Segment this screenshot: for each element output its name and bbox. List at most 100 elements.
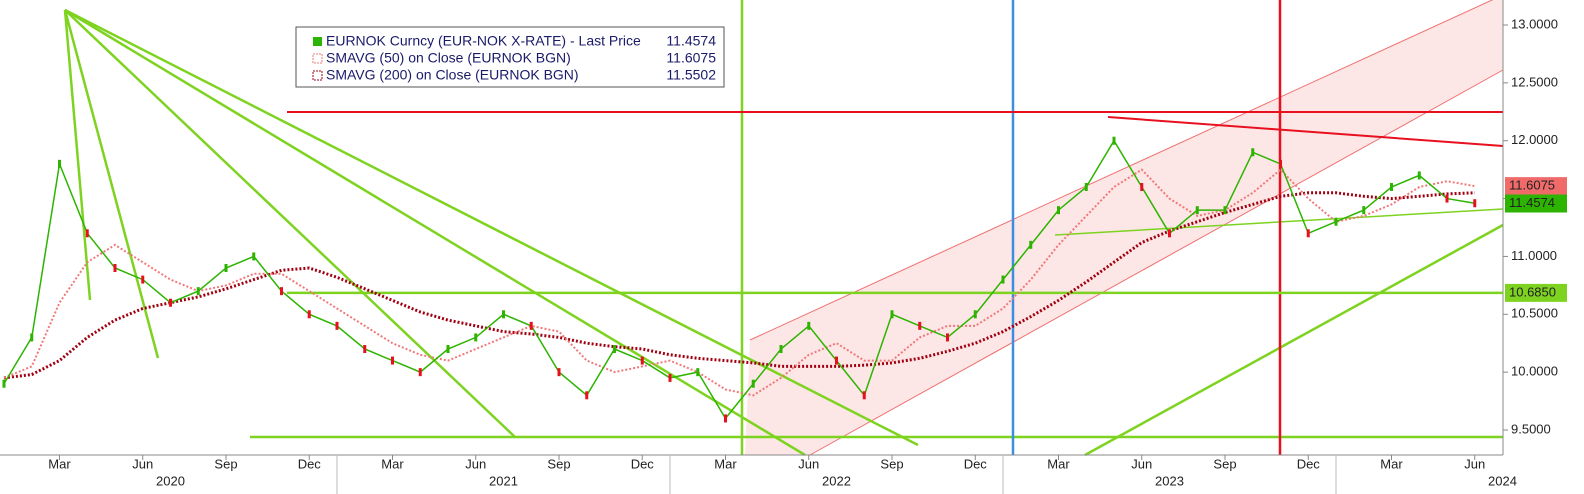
- candle: [307, 310, 311, 319]
- candle: [169, 298, 172, 307]
- candle: [474, 333, 478, 342]
- candle: [1140, 182, 1144, 191]
- x-tick-label: Mar: [1380, 456, 1403, 471]
- candle: [640, 356, 644, 365]
- trend-line: [64, 8, 806, 457]
- candle: [30, 333, 34, 342]
- y-tick-label: 13.0000: [1511, 16, 1558, 31]
- candle: [1445, 194, 1449, 203]
- candle: [85, 229, 89, 238]
- candle: [1029, 240, 1033, 249]
- moving-average-line: [3, 191, 1475, 380]
- candle: [1306, 229, 1310, 238]
- legend-value: 11.4574: [666, 33, 716, 49]
- y-tick-label: 12.0000: [1511, 132, 1558, 147]
- candle: [141, 275, 145, 284]
- x-tick-label: Jun: [1464, 456, 1485, 471]
- candle: [1001, 275, 1005, 284]
- annotations: [63, 0, 1504, 457]
- trend-line: [1084, 223, 1504, 457]
- candle: [946, 333, 949, 342]
- candle: [1473, 199, 1477, 208]
- year-label: 2021: [489, 473, 518, 488]
- candle: [779, 345, 783, 354]
- candle: [280, 287, 283, 296]
- legend: EURNOK Curncy (EUR-NOK X-RATE) - Last Pr…: [295, 26, 725, 88]
- x-tick-label: Sep: [214, 456, 237, 471]
- candle: [446, 345, 450, 354]
- candle: [1112, 136, 1116, 145]
- x-tick-label: Jun: [1131, 456, 1152, 471]
- x-tick-label: Dec: [964, 456, 988, 471]
- legend-box: [295, 26, 725, 88]
- x-tick-label: Jun: [132, 456, 153, 471]
- year-label: 2022: [822, 473, 851, 488]
- candle: [418, 368, 422, 377]
- x-tick-label: Mar: [714, 456, 737, 471]
- candle: [1195, 206, 1199, 215]
- candle: [1223, 206, 1227, 215]
- candle: [807, 321, 811, 330]
- candle: [363, 345, 367, 354]
- candle: [1279, 159, 1282, 168]
- legend-label: EURNOK Curncy (EUR-NOK X-RATE) - Last Pr…: [326, 33, 641, 49]
- candle: [557, 368, 561, 377]
- candle: [1084, 182, 1088, 191]
- y-tick-label: 12.5000: [1511, 74, 1558, 89]
- candle: [696, 368, 700, 377]
- x-tick-label: Sep: [1213, 456, 1236, 471]
- y-tick-label: 9.5000: [1511, 421, 1551, 436]
- x-tick-label: Jun: [465, 456, 486, 471]
- candle: [1362, 206, 1366, 215]
- x-tick-label: Sep: [547, 456, 570, 471]
- x-tick-label: Mar: [48, 456, 71, 471]
- legend-swatch: [312, 70, 323, 81]
- legend-label: SMAVG (50) on Close (EURNOK BGN): [326, 50, 571, 66]
- channel-line: [749, 0, 1494, 341]
- x-tick-label: Jun: [798, 456, 819, 471]
- x-tick-label: Mar: [381, 456, 404, 471]
- candle: [58, 159, 61, 168]
- level-label: 10.6850: [1509, 284, 1556, 299]
- last-value-tag: [1505, 194, 1567, 213]
- trend-line: [64, 8, 919, 447]
- year-label: 2023: [1155, 473, 1184, 488]
- candle: [391, 356, 394, 365]
- last-value-tag: [1505, 177, 1567, 196]
- x-tick-label: Dec: [298, 456, 322, 471]
- candle: [751, 379, 755, 388]
- candle: [502, 310, 505, 319]
- price-line: [3, 139, 1475, 420]
- legend-swatch: [313, 37, 322, 46]
- candle: [835, 356, 838, 365]
- candle: [252, 252, 256, 261]
- candle: [1251, 148, 1255, 157]
- candle: [613, 345, 616, 354]
- year-label: 2020: [156, 473, 185, 488]
- legend-swatch: [312, 53, 323, 64]
- y-tick-label: 10.0000: [1511, 364, 1558, 379]
- y-tick-label: 10.5000: [1511, 306, 1558, 321]
- channel-line: [809, 69, 1504, 456]
- x-tick-label: Sep: [880, 456, 903, 471]
- candle: [585, 391, 589, 400]
- legend-value: 11.5502: [666, 67, 716, 83]
- candle: [1168, 229, 1171, 238]
- x-tick-label: Dec: [631, 456, 655, 471]
- candle: [529, 321, 533, 330]
- trend-line: [64, 9, 516, 438]
- candle: [890, 310, 894, 319]
- legend-value: 11.6075: [666, 50, 716, 66]
- level-tag: [1505, 283, 1567, 302]
- candle: [224, 264, 228, 273]
- candle: [1057, 206, 1060, 215]
- candle: [724, 414, 727, 423]
- candle: [668, 373, 672, 382]
- candle: [335, 321, 339, 330]
- year-label: 2024: [1488, 473, 1517, 488]
- candle: [196, 287, 200, 296]
- last-value-label: 11.4574: [1509, 195, 1555, 210]
- legend-label: SMAVG (200) on Close (EURNOK BGN): [326, 67, 579, 83]
- candle: [113, 264, 117, 273]
